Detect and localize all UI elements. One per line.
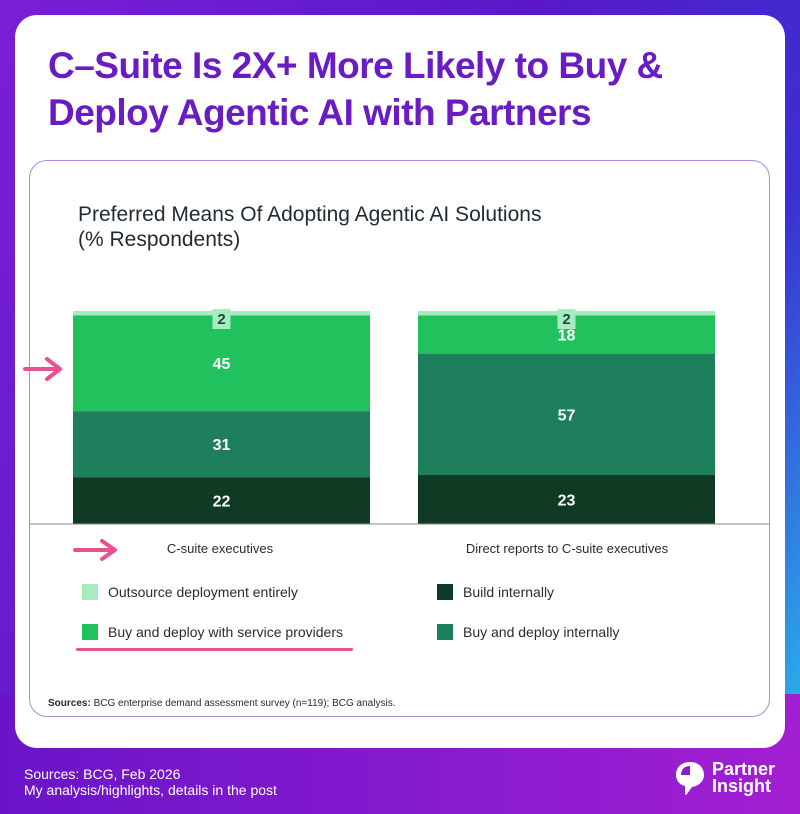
bar-segment-build_internal-0 — [73, 477, 370, 524]
value-label-outsource-0: 2 — [217, 311, 225, 328]
sources-text: BCG enterprise demand assessment survey … — [93, 698, 396, 709]
legend-label-buy-internal: Buy and deploy internally — [463, 624, 620, 640]
bar-segment-buy_internal-1 — [418, 353, 715, 476]
footer-sources: Sources: BCG, Feb 2026 My analysis/highl… — [24, 766, 277, 798]
legend-item-buy-service: Buy and deploy with service providers — [82, 622, 343, 642]
x-label-direct-reports-text: Direct reports to C-suite executives — [465, 541, 669, 556]
legend-item-outsource: Outsource deployment entirely — [82, 582, 298, 602]
legend-item-build-internal: Build internally — [437, 582, 554, 602]
chart-title-text: Preferred Means Of Adopting Agentic AI S… — [78, 203, 542, 226]
brand-line-2: Insight — [712, 776, 771, 796]
value-label-buy_service-1: 18 — [558, 327, 576, 344]
headline: C–Suite Is 2X+ More Likely to Buy & Depl… — [48, 45, 663, 133]
chart-subtitle: (% Respondents) — [78, 228, 241, 251]
footer-line-1: Sources: BCG, Feb 2026 — [24, 766, 181, 782]
value-label-build_internal-0: 22 — [213, 494, 231, 511]
value-label-outsource-1: 2 — [562, 311, 570, 328]
bar-segment-build_internal-1 — [418, 475, 715, 524]
legend-swatch-outsource — [82, 584, 98, 600]
legend-swatch-build-internal — [437, 584, 453, 600]
value-badge-outsource-1 — [557, 309, 576, 329]
sources-label: Sources: — [48, 698, 91, 709]
bar-segment-buy_internal-0 — [73, 411, 370, 478]
legend-label-outsource: Outsource deployment entirely — [108, 584, 298, 600]
chart-sources: Sources: BCG enterprise demand assessmen… — [48, 698, 395, 709]
partner-insight-logo-icon — [676, 762, 704, 795]
value-label-buy_service-0: 45 — [213, 356, 231, 373]
legend-swatch-buy-internal — [437, 624, 453, 640]
value-label-buy_internal-1: 57 — [558, 407, 576, 424]
value-label-buy_internal-0: 31 — [213, 437, 231, 454]
legend-swatch-buy-service — [82, 624, 98, 640]
chart-title: Preferred Means Of Adopting Agentic AI S… — [78, 202, 541, 252]
x-label-c-suite: C-suite executives — [90, 541, 350, 556]
x-label-c-suite-text: C-suite executives — [166, 541, 274, 556]
footer-line-2: My analysis/highlights, details in the p… — [24, 782, 277, 798]
legend-label-build-internal: Build internally — [463, 584, 555, 600]
highlight-arrow-icon — [23, 357, 62, 381]
legend-arrow-icon — [73, 539, 117, 561]
value-label-build_internal-1: 23 — [558, 493, 576, 510]
legend-label-buy-service: Buy and deploy with service providers — [108, 624, 344, 640]
value-badge-outsource-0 — [212, 309, 231, 329]
bar-segment-buy_service-0 — [73, 315, 370, 412]
brand-line-1: Partner — [712, 759, 776, 779]
legend-highlight-underline — [76, 648, 353, 651]
brand-logo: Partner Insight — [674, 760, 775, 796]
x-label-direct-reports: Direct reports to C-suite executives — [437, 541, 697, 556]
brand-name: Partner Insight — [712, 759, 776, 796]
legend-item-buy-internal: Buy and deploy internally — [437, 622, 619, 642]
